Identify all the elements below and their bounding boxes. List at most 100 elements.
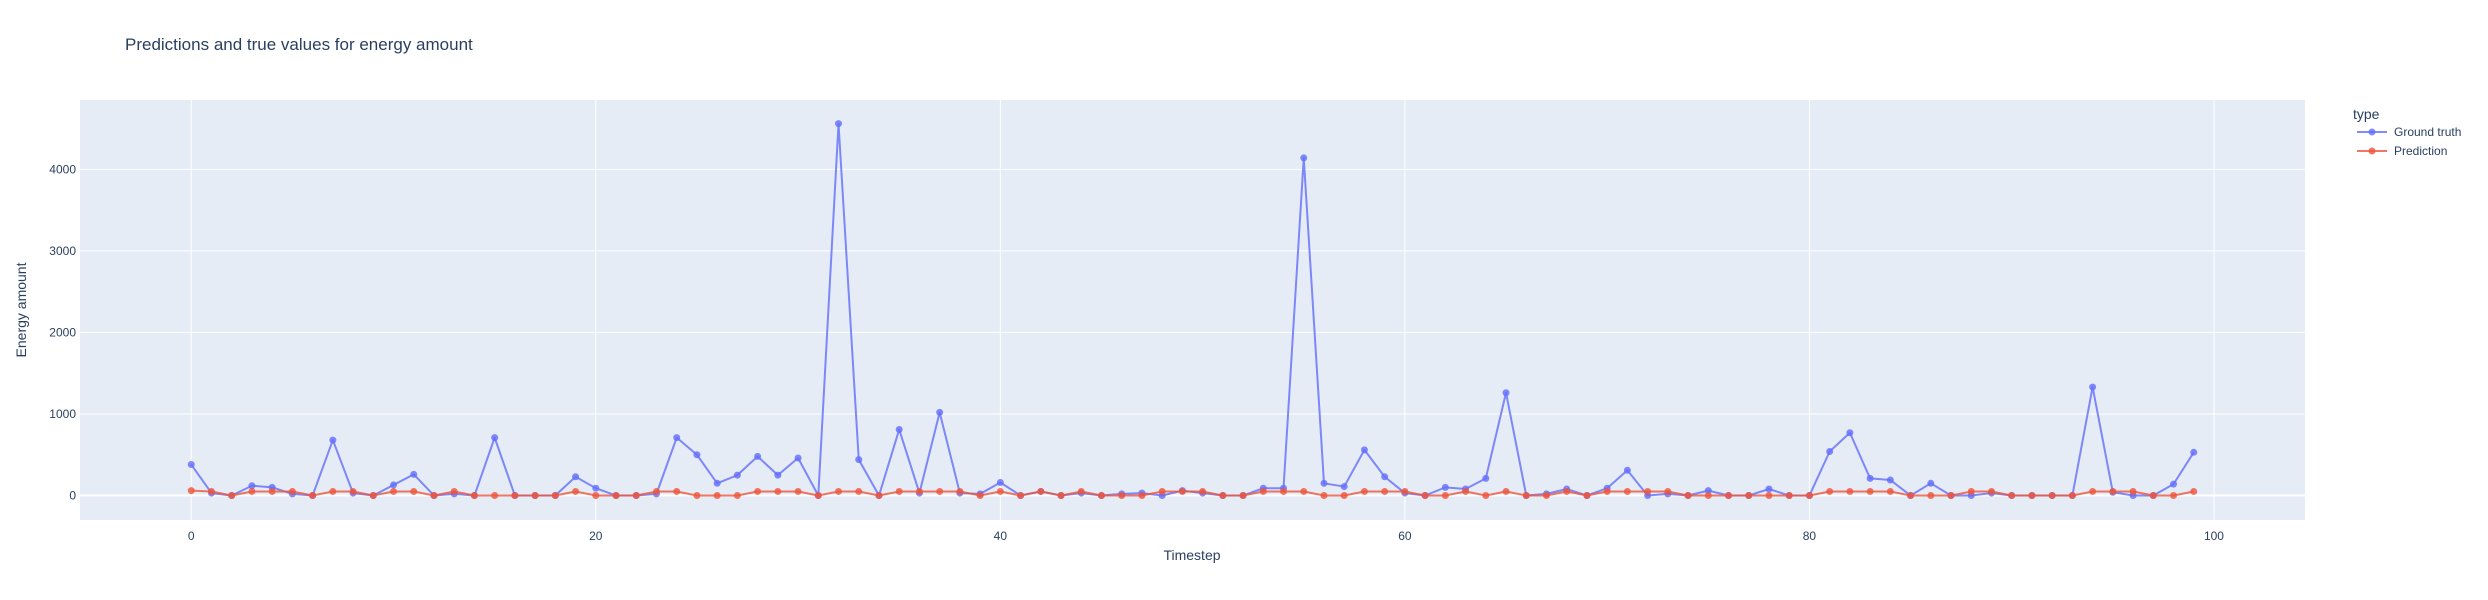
data-point-ground-truth <box>733 471 741 479</box>
data-point-prediction <box>1300 487 1308 495</box>
data-point-prediction <box>895 487 903 495</box>
data-point-prediction <box>1178 487 1186 495</box>
data-point-ground-truth <box>1502 389 1510 397</box>
data-point-prediction <box>915 487 923 495</box>
x-axis-ticks: 0 20 40 60 80 100 <box>188 529 2224 543</box>
data-point-prediction <box>1462 487 1470 495</box>
legend-title: type <box>2353 106 2380 122</box>
data-point-prediction <box>551 492 559 500</box>
data-point-prediction <box>1583 492 1591 500</box>
data-point-prediction <box>1785 492 1793 500</box>
data-point-prediction <box>268 487 276 495</box>
legend-label: Ground truth <box>2394 125 2461 139</box>
data-point-prediction <box>1745 492 1753 500</box>
data-point-ground-truth <box>1482 474 1490 482</box>
data-point-prediction <box>2149 492 2157 500</box>
y-tick-label: 1000 <box>49 407 76 421</box>
data-point-ground-truth <box>491 434 499 442</box>
data-point-ground-truth <box>2170 480 2178 488</box>
data-point-prediction <box>531 492 539 500</box>
data-point-ground-truth <box>1360 446 1368 454</box>
data-point-ground-truth <box>1320 479 1328 487</box>
data-point-prediction <box>1239 492 1247 500</box>
x-tick-label: 60 <box>1398 529 1412 543</box>
data-point-ground-truth <box>895 425 903 433</box>
data-point-prediction <box>754 487 762 495</box>
data-point-prediction <box>329 487 337 495</box>
data-point-prediction <box>2109 487 2117 495</box>
x-axis-title: Timestep <box>1163 547 1220 563</box>
data-point-prediction <box>1219 492 1227 500</box>
x-tick-label: 80 <box>1803 529 1817 543</box>
data-point-prediction <box>855 487 863 495</box>
y-axis-title: Energy amount <box>13 262 29 357</box>
data-point-ground-truth <box>1846 429 1854 437</box>
x-tick-label: 0 <box>188 529 195 543</box>
data-point-prediction <box>2170 492 2178 500</box>
data-point-prediction <box>936 487 944 495</box>
data-point-prediction <box>1826 487 1834 495</box>
data-point-prediction <box>1138 492 1146 500</box>
data-point-ground-truth <box>1340 483 1348 491</box>
data-point-ground-truth <box>673 434 681 442</box>
data-point-prediction <box>1664 487 1672 495</box>
data-point-ground-truth <box>1704 487 1712 495</box>
data-point-prediction <box>2089 487 2097 495</box>
data-point-prediction <box>1259 487 1267 495</box>
data-point-prediction <box>1623 487 1631 495</box>
data-point-prediction <box>996 487 1004 495</box>
data-point-prediction <box>875 492 883 500</box>
data-point-prediction <box>1846 487 1854 495</box>
series-prediction <box>187 487 2198 500</box>
data-point-prediction <box>288 487 296 495</box>
y-tick-label: 4000 <box>49 162 76 176</box>
legend-swatch-marker <box>2368 147 2376 155</box>
data-point-prediction <box>1280 487 1288 495</box>
series-line-prediction <box>191 489 2194 497</box>
x-tick-label: 40 <box>994 529 1008 543</box>
y-tick-label: 0 <box>69 489 76 503</box>
data-point-prediction <box>228 492 236 500</box>
plot-area <box>80 100 2305 520</box>
data-point-prediction <box>1057 492 1065 500</box>
data-point-ground-truth <box>572 473 580 481</box>
data-point-ground-truth <box>713 479 721 487</box>
data-point-prediction <box>1077 487 1085 495</box>
data-point-prediction <box>1340 492 1348 500</box>
data-point-ground-truth <box>2089 383 2097 391</box>
data-point-prediction <box>1927 492 1935 500</box>
data-point-ground-truth <box>996 478 1004 486</box>
data-point-ground-truth <box>774 471 782 479</box>
data-point-prediction <box>572 487 580 495</box>
legend-item-ground-truth[interactable]: Ground truth <box>2357 125 2461 139</box>
legend-swatch-marker <box>2368 128 2376 136</box>
data-point-prediction <box>713 492 721 500</box>
data-point-prediction <box>1907 492 1915 500</box>
data-point-ground-truth <box>329 436 337 444</box>
data-point-ground-truth <box>1866 474 1874 482</box>
data-point-prediction <box>1725 492 1733 500</box>
x-tick-label: 20 <box>589 529 603 543</box>
legend: type Ground truth Prediction <box>2353 106 2461 158</box>
data-point-prediction <box>491 492 499 500</box>
data-point-prediction <box>1199 487 1207 495</box>
data-point-ground-truth <box>248 482 256 490</box>
data-point-prediction <box>1381 487 1389 495</box>
data-point-prediction <box>2068 492 2076 500</box>
data-point-prediction <box>652 487 660 495</box>
data-point-ground-truth <box>855 456 863 464</box>
chart-title: Predictions and true values for energy a… <box>125 35 473 54</box>
data-point-prediction <box>733 492 741 500</box>
data-point-prediction <box>1320 492 1328 500</box>
legend-item-prediction[interactable]: Prediction <box>2357 144 2447 158</box>
data-point-prediction <box>2008 492 2016 500</box>
data-point-prediction <box>511 492 519 500</box>
data-point-prediction <box>1987 487 1995 495</box>
data-point-prediction <box>2048 492 2056 500</box>
series-layer <box>187 120 2198 500</box>
data-point-prediction <box>1482 492 1490 500</box>
data-point-prediction <box>976 492 984 500</box>
data-point-prediction <box>309 492 317 500</box>
data-point-ground-truth <box>835 120 843 128</box>
